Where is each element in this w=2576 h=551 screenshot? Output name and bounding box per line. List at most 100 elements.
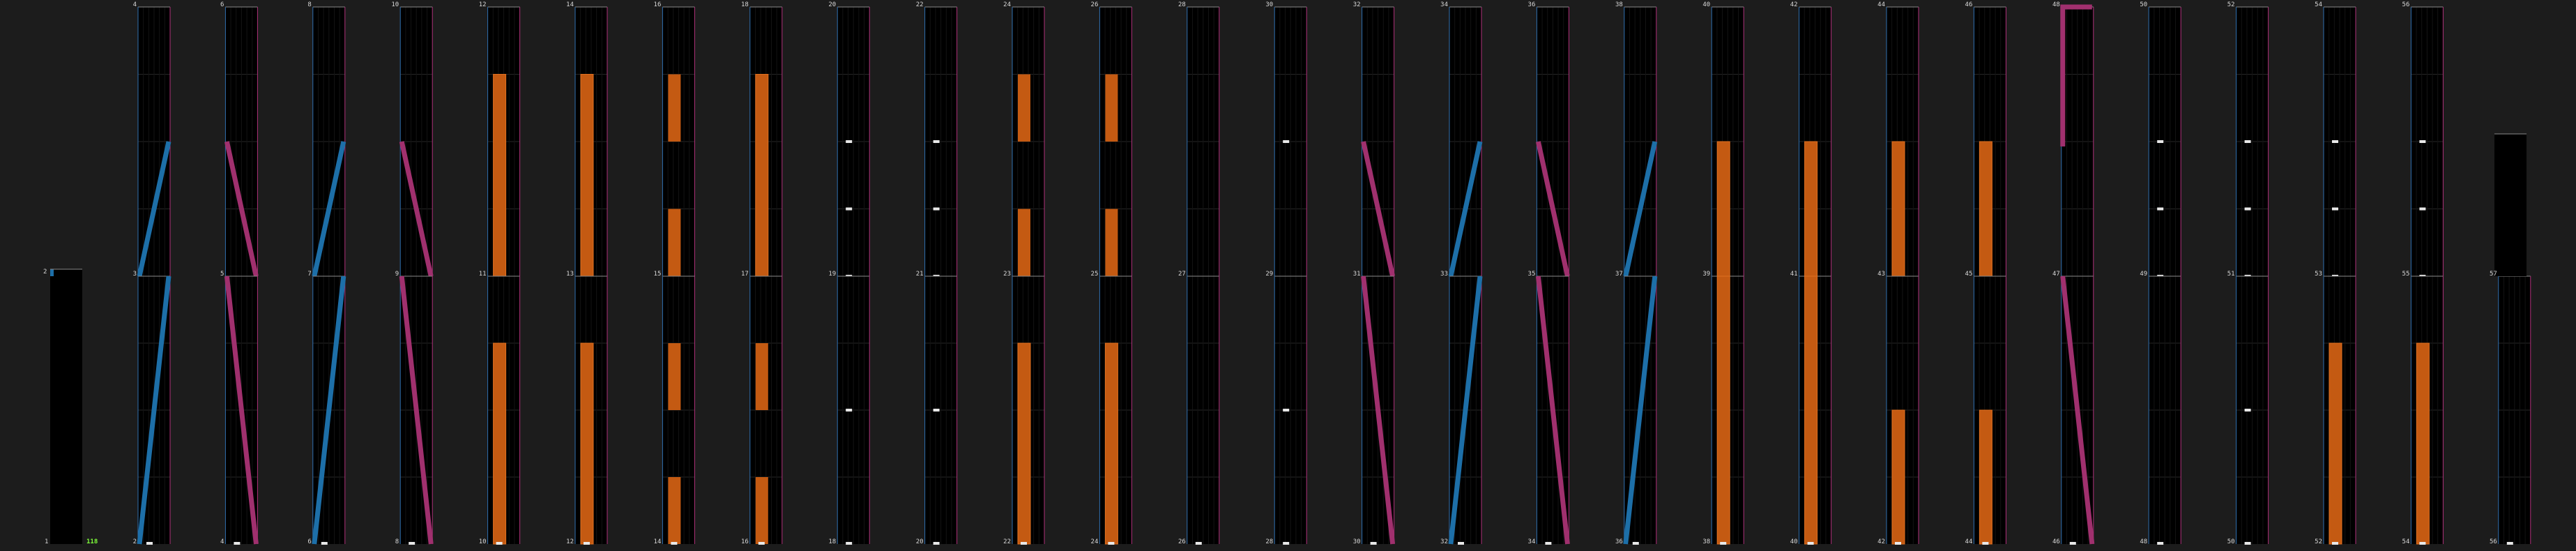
baseline-label: 34 xyxy=(1527,538,1536,545)
top-column-label: 10 xyxy=(391,1,399,8)
bottom-column-bar xyxy=(493,342,507,545)
bottom-column-label: 53 xyxy=(2315,271,2322,278)
last-column-body xyxy=(2494,134,2527,276)
baseline-tick xyxy=(496,542,503,545)
top-column-tick xyxy=(933,140,940,143)
bottom-column-label: 3 xyxy=(132,271,137,278)
baseline-tick xyxy=(1458,542,1464,545)
bottom-column-ramp xyxy=(399,276,434,545)
top-column-label: 28 xyxy=(1178,1,1186,8)
top-column-ramp xyxy=(1535,141,1570,277)
top-column-bar xyxy=(1716,141,1730,277)
bottom-column-bar xyxy=(1017,342,1031,545)
baseline-label: 14 xyxy=(653,538,662,545)
top-column-bar xyxy=(1979,141,1992,277)
baseline-label: 6 xyxy=(307,538,312,545)
bottom-column-tick xyxy=(846,409,853,412)
bottom-column-bar-high xyxy=(668,343,681,410)
bottom-column-label: 35 xyxy=(1527,271,1536,278)
top-column-bar xyxy=(1891,141,1905,277)
baseline-label: 24 xyxy=(1090,538,1099,545)
top-column-tick xyxy=(2332,140,2338,143)
bottom-column-label: 37 xyxy=(1615,271,1623,278)
bottom-column-ramp xyxy=(312,276,346,545)
top-column-label: 6 xyxy=(220,1,224,8)
top-column-ramp xyxy=(312,141,346,277)
baseline-label: 56 xyxy=(2489,538,2497,545)
baseline-label: 44 xyxy=(1965,538,1973,545)
baseline-label: 16 xyxy=(740,538,749,545)
baseline-label: 32 xyxy=(1440,538,1448,545)
top-column-ramp xyxy=(137,141,172,277)
first-column-body xyxy=(50,269,82,544)
baseline-label: 42 xyxy=(1877,538,1885,545)
top-column-label: 52 xyxy=(2227,1,2235,8)
bottom-column-ramp xyxy=(224,276,259,545)
baseline-label: 22 xyxy=(1003,538,1011,545)
bottom-column-bar xyxy=(1804,276,1818,545)
bottom-column-label: 11 xyxy=(478,271,487,278)
bottom-column-label: 39 xyxy=(1702,271,1711,278)
bottom-column-label: 45 xyxy=(1965,271,1973,278)
baseline-tick xyxy=(1283,542,1290,545)
top-column-bar-low xyxy=(1105,209,1118,276)
baseline-tick xyxy=(234,542,241,545)
top-column-label: 4 xyxy=(132,1,137,8)
top-column-ramp xyxy=(1623,141,1658,277)
top-column-label: 30 xyxy=(1265,1,1274,8)
bottom-column-tick xyxy=(933,409,940,412)
baseline-label: 36 xyxy=(1615,538,1623,545)
event-counter: 118 xyxy=(86,538,98,545)
baseline-tick xyxy=(1807,542,1814,545)
baseline-label: 12 xyxy=(566,538,574,545)
bottom-column-bar-low xyxy=(668,477,681,544)
top-column-tick xyxy=(846,207,853,211)
bottom-column-label: 5 xyxy=(220,271,224,278)
baseline-label: 26 xyxy=(1178,538,1186,545)
baseline-tick xyxy=(1982,542,1989,545)
bottom-column-label: 13 xyxy=(566,271,574,278)
top-column-tick xyxy=(1283,140,1290,143)
top-column-label: 14 xyxy=(566,1,574,8)
baseline-label: 28 xyxy=(1265,538,1274,545)
top-column-bar-high xyxy=(668,74,681,142)
top-column-label: 22 xyxy=(915,1,924,8)
top-column-bar-low xyxy=(668,209,681,276)
top-column-tick xyxy=(2244,207,2251,211)
bottom-column-tick xyxy=(2244,409,2251,412)
top-column-label: 18 xyxy=(740,1,749,8)
top-column-bar-high xyxy=(1105,74,1118,142)
top-column-hook xyxy=(2060,4,2092,146)
top-column-tick xyxy=(2157,207,2164,211)
top-column-label: 48 xyxy=(2052,1,2060,8)
bottom-column-bar xyxy=(580,342,594,545)
bottom-column-ramp xyxy=(1448,276,1483,545)
bottom-column-ramp xyxy=(1361,276,1396,545)
baseline-tick xyxy=(2157,542,2164,545)
bottom-column-bar-high xyxy=(755,343,768,410)
bottom-column-bar xyxy=(1979,409,1992,545)
baseline-label: 40 xyxy=(1790,538,1798,545)
baseline-tick xyxy=(2332,542,2338,545)
top-column-label: 44 xyxy=(1877,1,1885,8)
baseline-tick xyxy=(1370,542,1377,545)
baseline-label: 18 xyxy=(828,538,837,545)
bottom-column-label: 51 xyxy=(2227,271,2235,278)
baseline-tick xyxy=(146,542,153,545)
bottom-column-label: 55 xyxy=(2402,271,2410,278)
top-column-label: 16 xyxy=(653,1,662,8)
top-column-ramp xyxy=(224,141,259,277)
top-column-tick xyxy=(846,140,853,143)
baseline-label: 38 xyxy=(1702,538,1711,545)
top-column-ramp xyxy=(1361,141,1396,277)
bottom-column-ramp xyxy=(2060,276,2095,545)
bottom-column-label: 49 xyxy=(2140,271,2148,278)
baseline-tick xyxy=(2244,542,2251,545)
first-column-bottom-label: 1 xyxy=(45,538,49,545)
bottom-column-label: 29 xyxy=(1265,271,1274,278)
bottom-column-label: 57 xyxy=(2489,271,2497,278)
top-column-label: 26 xyxy=(1090,1,1099,8)
top-column-label: 20 xyxy=(828,1,837,8)
bottom-column-ramp xyxy=(1535,276,1570,545)
